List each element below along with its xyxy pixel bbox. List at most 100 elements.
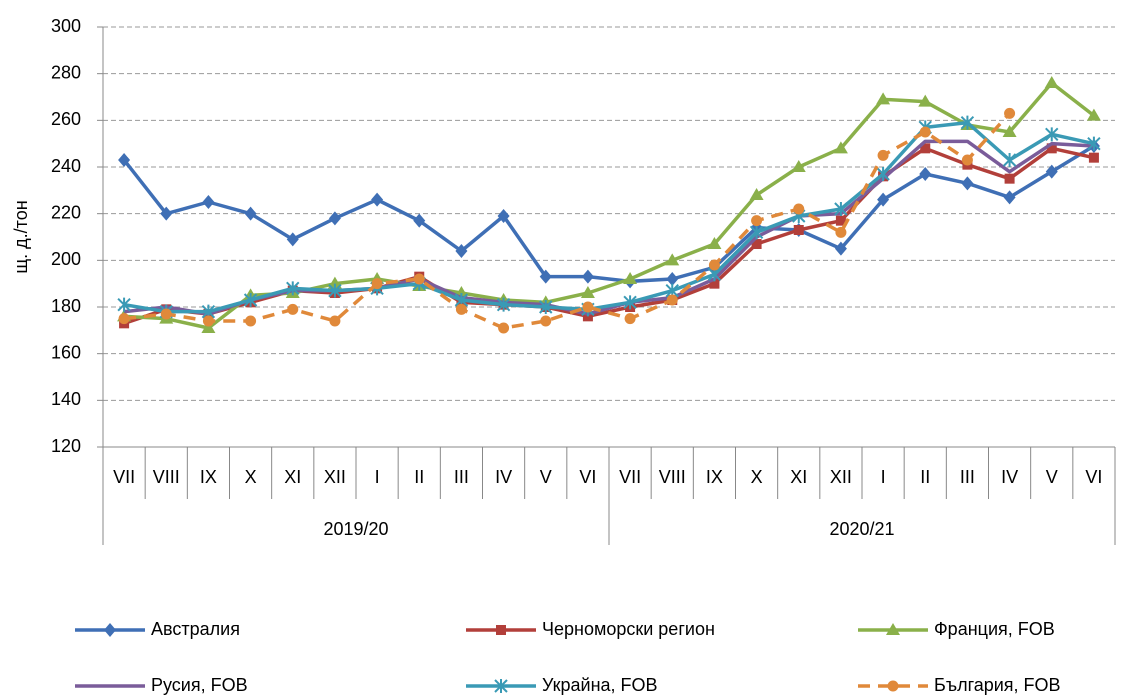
- x-tick-label: IV: [495, 467, 512, 487]
- marker: [918, 94, 933, 107]
- y-axis-label: щ. д./тон: [11, 200, 31, 273]
- legend-label: Украйна, FOB: [542, 675, 658, 695]
- marker: [327, 276, 342, 289]
- marker: [1004, 173, 1015, 184]
- y-tick-label: 240: [51, 156, 81, 176]
- marker: [886, 623, 900, 635]
- series-line: [122, 144, 1095, 284]
- y-tick-label: 260: [51, 109, 81, 129]
- marker: [104, 623, 116, 637]
- marker: [329, 315, 341, 327]
- marker: [1044, 76, 1059, 88]
- y-tick-label: 160: [51, 342, 81, 362]
- marker: [582, 301, 594, 313]
- marker: [877, 192, 890, 207]
- marker: [961, 154, 973, 166]
- marker: [876, 92, 891, 105]
- marker: [751, 239, 762, 249]
- group-label: 2020/21: [829, 519, 894, 539]
- marker: [539, 300, 553, 314]
- marker: [160, 308, 172, 320]
- x-tick-label: X: [245, 467, 257, 487]
- marker: [835, 215, 846, 226]
- marker: [202, 195, 215, 209]
- marker: [919, 167, 932, 181]
- marker: [328, 211, 341, 226]
- marker: [1004, 107, 1016, 119]
- marker: [243, 293, 258, 307]
- x-tick-label: XI: [284, 467, 301, 487]
- marker: [498, 322, 510, 334]
- x-tick-label: IX: [706, 467, 723, 487]
- marker: [286, 281, 300, 296]
- marker: [1088, 152, 1099, 163]
- series-line: [123, 112, 1011, 330]
- x-tick-label: XII: [324, 467, 346, 487]
- marker: [887, 680, 899, 692]
- marker: [580, 286, 595, 298]
- series-line: [123, 139, 1095, 316]
- marker: [624, 313, 636, 325]
- legend-label: Австралия: [151, 619, 240, 639]
- marker: [876, 167, 890, 181]
- x-tick-label: I: [375, 467, 380, 487]
- x-tick-label: VIII: [659, 467, 686, 487]
- marker: [709, 278, 720, 289]
- marker: [1045, 164, 1058, 179]
- marker: [834, 241, 847, 256]
- legend-label: Франция, FOB: [934, 619, 1055, 639]
- marker: [920, 143, 931, 154]
- marker: [1002, 125, 1017, 137]
- y-tick-label: 200: [51, 249, 81, 269]
- marker: [202, 315, 214, 327]
- y-tick-label: 280: [51, 62, 81, 82]
- marker: [371, 278, 383, 290]
- marker: [1045, 127, 1059, 142]
- legend-label: Черноморски регион: [542, 619, 715, 639]
- x-tick-label: VII: [113, 467, 135, 487]
- marker: [244, 206, 257, 221]
- marker: [1046, 143, 1057, 154]
- marker: [749, 188, 764, 200]
- x-tick-label: IV: [1001, 467, 1018, 487]
- series-line: [123, 81, 1095, 330]
- marker: [496, 297, 511, 312]
- x-tick-label: VIII: [153, 467, 180, 487]
- marker: [666, 294, 678, 306]
- marker: [1087, 136, 1101, 151]
- marker: [371, 192, 384, 207]
- marker: [245, 315, 257, 327]
- group-label: 2019/20: [323, 519, 388, 539]
- marker: [118, 153, 131, 167]
- marker: [539, 269, 552, 284]
- y-tick-label: 300: [51, 16, 81, 36]
- x-tick-label: III: [454, 467, 469, 487]
- x-tick-label: V: [540, 467, 552, 487]
- marker: [793, 225, 804, 235]
- marker: [793, 203, 805, 215]
- marker: [1086, 108, 1101, 121]
- marker: [287, 303, 299, 315]
- marker: [540, 315, 552, 327]
- x-tick-label: VI: [1085, 467, 1102, 487]
- marker: [834, 202, 848, 216]
- y-tick-label: 140: [51, 389, 81, 409]
- marker: [961, 176, 974, 191]
- marker: [581, 269, 594, 284]
- marker: [1003, 190, 1016, 205]
- marker: [201, 321, 216, 333]
- marker: [455, 303, 467, 315]
- marker: [455, 244, 468, 258]
- marker: [413, 213, 426, 228]
- marker: [118, 313, 130, 325]
- marker: [835, 226, 847, 238]
- x-tick-label: II: [414, 467, 424, 487]
- x-tick-label: X: [751, 467, 763, 487]
- marker: [497, 209, 510, 223]
- marker: [1002, 153, 1017, 167]
- x-tick-label: I: [881, 467, 886, 487]
- marker: [623, 272, 638, 284]
- marker: [707, 237, 722, 249]
- marker: [117, 297, 131, 312]
- marker: [749, 225, 764, 240]
